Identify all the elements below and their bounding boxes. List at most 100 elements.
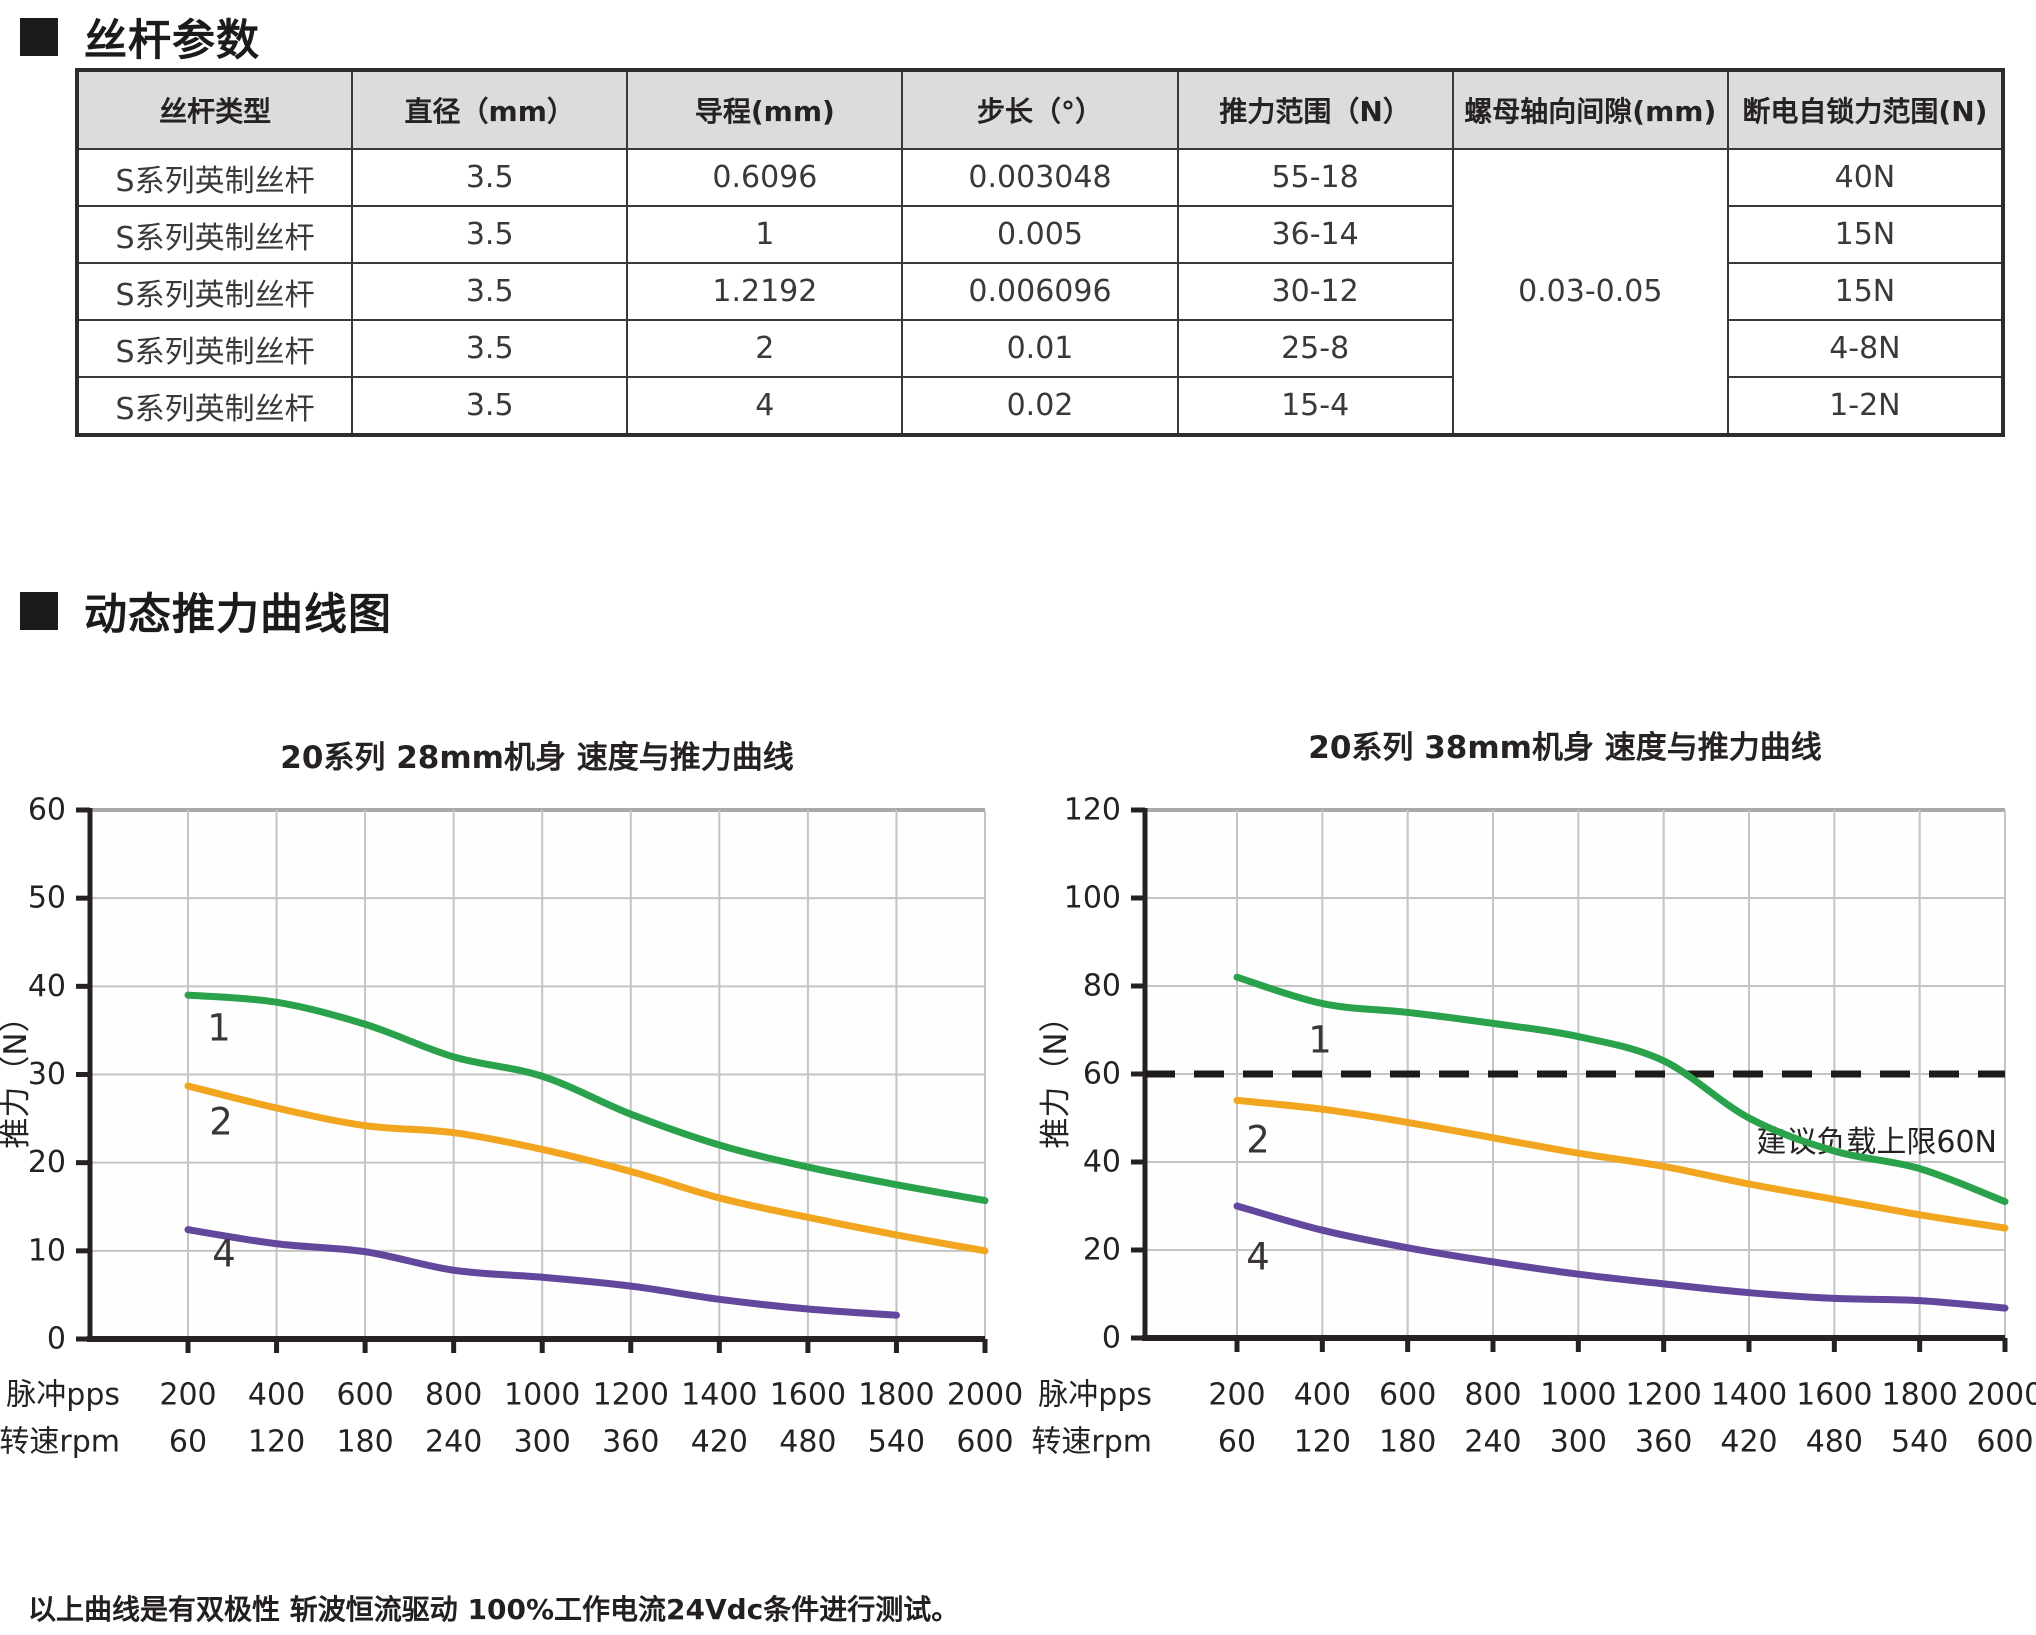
table-cell: S系列英制丝杆 xyxy=(75,319,354,378)
series-label-1: 1 xyxy=(1308,1019,1332,1062)
section-bullet-icon xyxy=(20,592,58,630)
x-tick-label: 1000 xyxy=(504,1378,580,1413)
table-cell: 0.02 xyxy=(901,376,1179,436)
table-cell: 1-2N xyxy=(1726,376,2005,436)
y-axis-title: 推力（N） xyxy=(0,1001,34,1148)
table-cell: S系列英制丝杆 xyxy=(75,148,354,207)
table-cell: 3.5 xyxy=(351,205,629,264)
table-cell: 0.01 xyxy=(901,319,1179,378)
table-cell: S系列英制丝杆 xyxy=(75,262,354,321)
table-cell: 15-4 xyxy=(1176,376,1454,436)
x-tick-label: 1600 xyxy=(770,1378,846,1413)
x-tick-label: 240 xyxy=(425,1425,482,1460)
x-tick-label: 120 xyxy=(248,1425,305,1460)
y-tick-label: 0 xyxy=(1102,1321,1121,1356)
series-label-4: 4 xyxy=(1246,1236,1270,1279)
y-tick-label: 80 xyxy=(1083,969,1121,1004)
x-tick-label: 360 xyxy=(1635,1425,1692,1460)
x-tick-label: 400 xyxy=(248,1378,305,1413)
x-tick-label: 540 xyxy=(868,1425,925,1460)
x-axis-row-label: 转速rpm xyxy=(0,1425,120,1460)
x-tick-label: 60 xyxy=(169,1425,207,1460)
x-tick-label: 60 xyxy=(1218,1425,1256,1460)
table-cell: 15N xyxy=(1726,262,2005,321)
curve-series-1 xyxy=(184,991,989,1205)
table-header-cell: 推力范围（N） xyxy=(1176,69,1454,150)
section-header-curves: 动态推力曲线图 xyxy=(20,580,392,642)
x-axis-row-label: 脉冲pps xyxy=(6,1378,120,1413)
x-tick-label: 1800 xyxy=(1881,1378,1957,1413)
x-tick-label: 480 xyxy=(1806,1425,1863,1460)
y-tick-label: 60 xyxy=(28,793,66,828)
section-header-params: 丝杆参数 xyxy=(20,6,260,68)
table-cell: 0.003048 xyxy=(901,148,1179,207)
x-tick-label: 1200 xyxy=(593,1378,669,1413)
y-tick-label: 20 xyxy=(28,1145,66,1180)
x-tick-label: 540 xyxy=(1891,1425,1948,1460)
x-tick-label: 1000 xyxy=(1540,1378,1616,1413)
y-tick-label: 0 xyxy=(47,1322,66,1357)
x-tick-label: 360 xyxy=(602,1425,659,1460)
table-cell: 3.5 xyxy=(351,148,629,207)
y-tick-label: 30 xyxy=(28,1057,66,1092)
series-label-1: 1 xyxy=(207,1007,231,1050)
threshold-label: 建议负载上限60N xyxy=(1756,1125,1997,1160)
chart-2: 0 20 40 60 80 100 120 建议负载上限60N 1 2 4 20系列 38mm机身 速… xyxy=(1031,730,2036,1460)
x-tick-label: 180 xyxy=(336,1425,393,1460)
x-tick-label: 420 xyxy=(1720,1425,1777,1460)
x-tick-label: 600 xyxy=(1379,1378,1436,1413)
x-tick-label: 120 xyxy=(1294,1425,1351,1460)
table-cell: 1 xyxy=(626,205,904,264)
y-tick-label: 120 xyxy=(1064,793,1121,828)
chart-1: 0 10 20 30 40 50 60 1 2 4 20系列 28mm机身 速度与推力曲线推力（N）… xyxy=(0,740,1023,1460)
x-tick-label: 300 xyxy=(514,1425,571,1460)
table-header-cell: 步长（°） xyxy=(901,69,1179,150)
table-cell: 3.5 xyxy=(351,376,629,436)
x-tick-label: 1200 xyxy=(1625,1378,1701,1413)
table-cell: S系列英制丝杆 xyxy=(75,205,354,264)
curve-series-2 xyxy=(184,1082,989,1255)
screw-parameters-table: 丝杆类型 直径（mm） 导程(mm) 步长（°） 推力范围（N） 螺母轴向间隙(… xyxy=(75,68,2005,437)
section-bullet-icon xyxy=(20,18,58,56)
x-axis-row-label: 转速rpm xyxy=(1031,1425,1152,1460)
table-cell-merged: 0.03-0.05 xyxy=(1451,148,1729,436)
table-header-cell: 丝杆类型 xyxy=(75,69,354,150)
x-tick-label: 200 xyxy=(159,1378,216,1413)
y-tick-label: 10 xyxy=(28,1233,66,1268)
x-tick-label: 480 xyxy=(779,1425,836,1460)
y-tick-label: 20 xyxy=(1083,1233,1121,1268)
table-header-cell: 断电自锁力范围(N) xyxy=(1726,69,2005,150)
table-cell: 4 xyxy=(626,376,904,436)
y-tick-label: 40 xyxy=(1083,1145,1121,1180)
y-tick-label: 40 xyxy=(28,969,66,1004)
table-cell: 4-8N xyxy=(1726,319,2005,378)
table-cell: 3.5 xyxy=(351,319,629,378)
x-tick-label: 600 xyxy=(336,1378,393,1413)
table-cell: 55-18 xyxy=(1176,148,1454,207)
section-title-params: 丝杆参数 xyxy=(84,16,260,66)
table-cell: 40N xyxy=(1726,148,2005,207)
y-tick-label: 100 xyxy=(1064,881,1121,916)
y-axis-title: 推力（N） xyxy=(1038,1001,1074,1148)
table-cell: 0.006096 xyxy=(901,262,1179,321)
series-label-2: 2 xyxy=(209,1101,233,1144)
table-cell: 25-8 xyxy=(1176,319,1454,378)
section-title-curves: 动态推力曲线图 xyxy=(84,590,392,640)
chart-title: 20系列 38mm机身 速度与推力曲线 xyxy=(1308,730,1821,766)
x-tick-label: 2000 xyxy=(947,1378,1023,1413)
x-tick-label: 300 xyxy=(1550,1425,1607,1460)
y-tick-label: 50 xyxy=(28,881,66,916)
x-tick-label: 1800 xyxy=(858,1378,934,1413)
table-cell: 0.005 xyxy=(901,205,1179,264)
curve-series-2 xyxy=(1233,1096,2009,1232)
curve-series-4 xyxy=(1233,1202,2009,1312)
table-cell: 36-14 xyxy=(1176,205,1454,264)
table-header-row: 丝杆类型 直径（mm） 导程(mm) 步长（°） 推力范围（N） 螺母轴向间隙(… xyxy=(75,69,2005,150)
table-row: S系列英制丝杆 3.5 1 0.005 36-14 15N xyxy=(75,205,2005,264)
x-tick-label: 600 xyxy=(1976,1425,2033,1460)
table-cell: S系列英制丝杆 xyxy=(75,376,354,436)
chart-title: 20系列 28mm机身 速度与推力曲线 xyxy=(280,740,793,776)
series-label-4: 4 xyxy=(212,1233,236,1276)
table-cell: 0.6096 xyxy=(626,148,904,207)
